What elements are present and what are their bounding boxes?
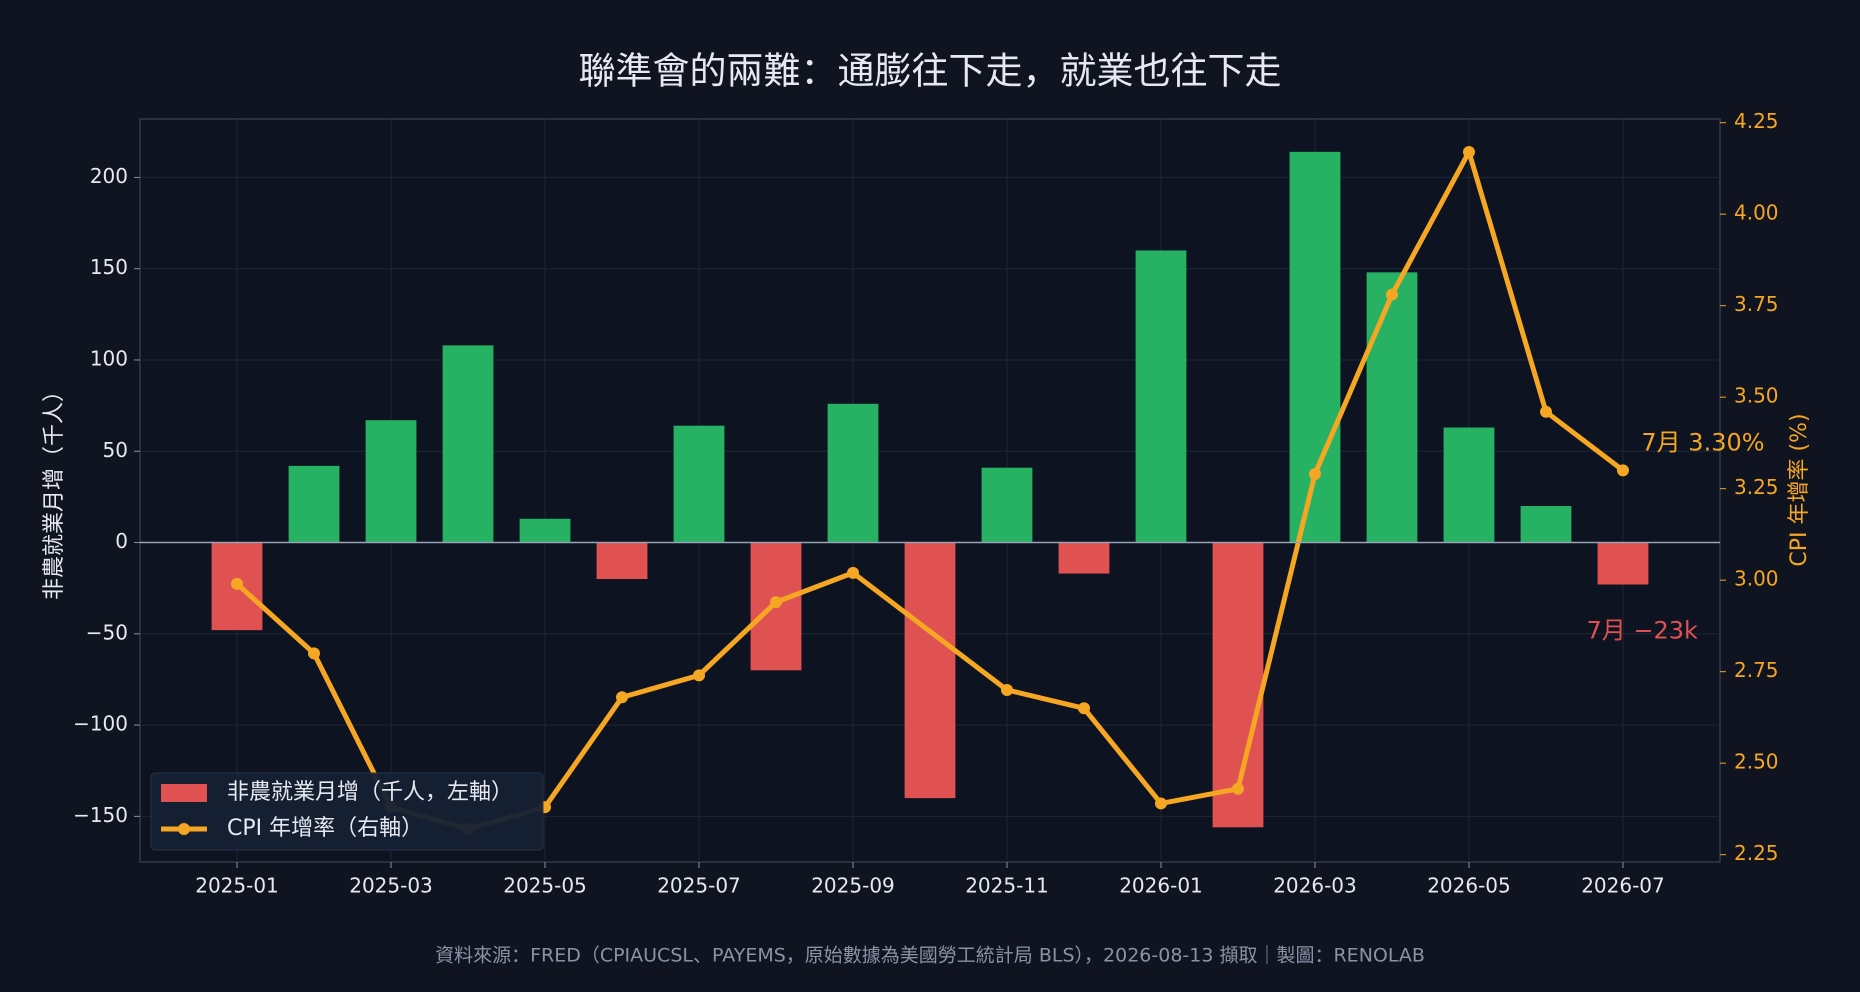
y2-tick-label: 3.00 xyxy=(1734,567,1779,591)
y2-tick-label: 2.50 xyxy=(1734,750,1779,774)
y2-tick-label: 4.00 xyxy=(1734,201,1779,225)
bar xyxy=(981,467,1033,543)
y-tick-label: −50 xyxy=(86,620,128,644)
line-point xyxy=(1539,405,1552,418)
x-tick-label: 2026-03 xyxy=(1273,874,1357,898)
line-point xyxy=(1308,468,1321,481)
y-tick-label: 100 xyxy=(90,346,128,370)
line-point xyxy=(1616,464,1629,477)
x-tick-label: 2025-03 xyxy=(349,874,433,898)
y-tick-label: −100 xyxy=(73,712,128,736)
bar xyxy=(827,403,879,543)
line-point xyxy=(1385,288,1398,301)
line-point xyxy=(616,691,629,704)
x-tick-label: 2025-09 xyxy=(811,874,895,898)
y-tick-label: 150 xyxy=(90,255,128,279)
y2-tick-label: 4.25 xyxy=(1734,109,1779,133)
x-tick-label: 2025-01 xyxy=(195,874,279,898)
legend-swatch xyxy=(161,784,207,802)
bar xyxy=(904,542,956,799)
y2-tick-label: 3.50 xyxy=(1734,384,1779,408)
y2-tick-label: 2.75 xyxy=(1734,658,1779,682)
legend-label: CPI 年增率（右軸） xyxy=(227,816,423,841)
y-tick-label: 50 xyxy=(103,438,128,462)
bar xyxy=(1443,427,1495,543)
line-point xyxy=(1154,797,1167,810)
line-point xyxy=(847,566,860,579)
bar xyxy=(596,542,648,580)
y-tick-label: 200 xyxy=(90,164,128,188)
x-tick-label: 2025-11 xyxy=(965,874,1049,898)
y-tick-label: −150 xyxy=(73,803,128,827)
x-tick-label: 2026-05 xyxy=(1427,874,1511,898)
bar xyxy=(1058,542,1110,574)
bar xyxy=(1597,542,1649,585)
x-tick-label: 2026-07 xyxy=(1581,874,1665,898)
x-tick-label: 2025-07 xyxy=(657,874,741,898)
line-point xyxy=(308,647,321,660)
line-point xyxy=(770,596,783,609)
bar xyxy=(365,420,417,543)
bar xyxy=(1366,272,1418,543)
line-point xyxy=(1000,683,1013,696)
x-tick-label: 2025-05 xyxy=(503,874,587,898)
line-point xyxy=(693,669,706,682)
annotation: 7月 −23k xyxy=(1587,617,1699,645)
legend-label: 非農就業月增（千人，左軸） xyxy=(227,780,513,805)
line-point xyxy=(1231,782,1244,795)
legend-box xyxy=(150,772,544,851)
source-note: 資料來源：FRED（CPIAUCSL、PAYEMS，原始數據為美國勞工統計局 B… xyxy=(435,945,1425,967)
line-point xyxy=(1462,145,1475,158)
y2-tick-label: 3.25 xyxy=(1734,475,1779,499)
bar xyxy=(1520,506,1572,543)
chart-title: 聯準會的兩難：通膨往下走，就業也往下走 xyxy=(579,50,1282,93)
line-point xyxy=(1077,702,1090,715)
bar xyxy=(519,518,571,543)
y2-tick-label: 3.75 xyxy=(1734,292,1779,316)
line-point xyxy=(231,577,244,590)
x-tick-label: 2026-01 xyxy=(1119,874,1203,898)
bar xyxy=(288,465,340,543)
y2-axis-label: CPI 年增率 (%) xyxy=(1787,413,1812,566)
y2-tick-label: 2.25 xyxy=(1734,841,1779,865)
legend-swatch-point xyxy=(178,823,190,835)
bar xyxy=(1135,250,1187,543)
annotation: 7月 3.30% xyxy=(1641,428,1764,456)
bar xyxy=(673,425,725,543)
y-tick-label: 0 xyxy=(115,529,128,553)
bar xyxy=(442,345,494,543)
y-axis-label: 非農就業月增（千人） xyxy=(42,380,67,600)
